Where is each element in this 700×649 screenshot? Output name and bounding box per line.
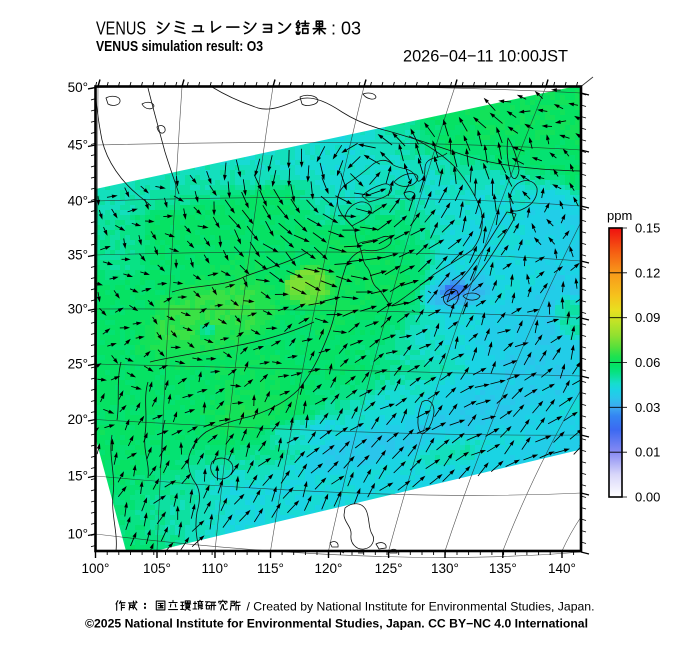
svg-text:40°: 40° <box>68 194 88 209</box>
svg-text:©2025 National Institute for E: ©2025 National Institute for Environment… <box>85 617 588 631</box>
svg-text:100°: 100° <box>82 561 110 576</box>
svg-text:0.12: 0.12 <box>635 265 660 280</box>
svg-text:105°: 105° <box>143 561 171 576</box>
svg-text:25°: 25° <box>68 357 88 372</box>
svg-text:15°: 15° <box>68 469 88 484</box>
svg-text:0.15: 0.15 <box>635 221 660 236</box>
svg-text:10°: 10° <box>68 527 88 542</box>
svg-text:30°: 30° <box>68 302 88 317</box>
svg-text:/ Created by National Institut: / Created by National Institute for Envi… <box>247 600 595 614</box>
svg-text:20°: 20° <box>68 412 88 427</box>
svg-text:115°: 115° <box>257 561 284 576</box>
svg-text:45°: 45° <box>68 138 88 153</box>
svg-text:50°: 50° <box>68 80 88 95</box>
svg-text:110°: 110° <box>202 561 229 576</box>
svg-text:130°: 130° <box>431 561 459 576</box>
svg-text:140°: 140° <box>548 561 576 576</box>
svg-text:: 03: : 03 <box>331 19 361 39</box>
svg-text:0.06: 0.06 <box>635 355 660 370</box>
svg-text:2026−04−11 10:00JST: 2026−04−11 10:00JST <box>403 47 568 66</box>
svg-text:ppm: ppm <box>607 208 632 223</box>
svg-text:0.01: 0.01 <box>635 445 660 460</box>
svg-text:0.09: 0.09 <box>635 310 660 325</box>
svg-text:120°: 120° <box>315 561 343 576</box>
svg-text:35°: 35° <box>68 248 88 263</box>
svg-text:VENUS simulation result: O3: VENUS simulation result: O3 <box>96 38 263 55</box>
svg-text:VENUS: VENUS <box>96 19 146 39</box>
svg-text:125°: 125° <box>375 561 403 576</box>
svg-text:135°: 135° <box>489 561 517 576</box>
svg-text:0.00: 0.00 <box>635 490 660 505</box>
svg-text:0.03: 0.03 <box>635 400 660 415</box>
